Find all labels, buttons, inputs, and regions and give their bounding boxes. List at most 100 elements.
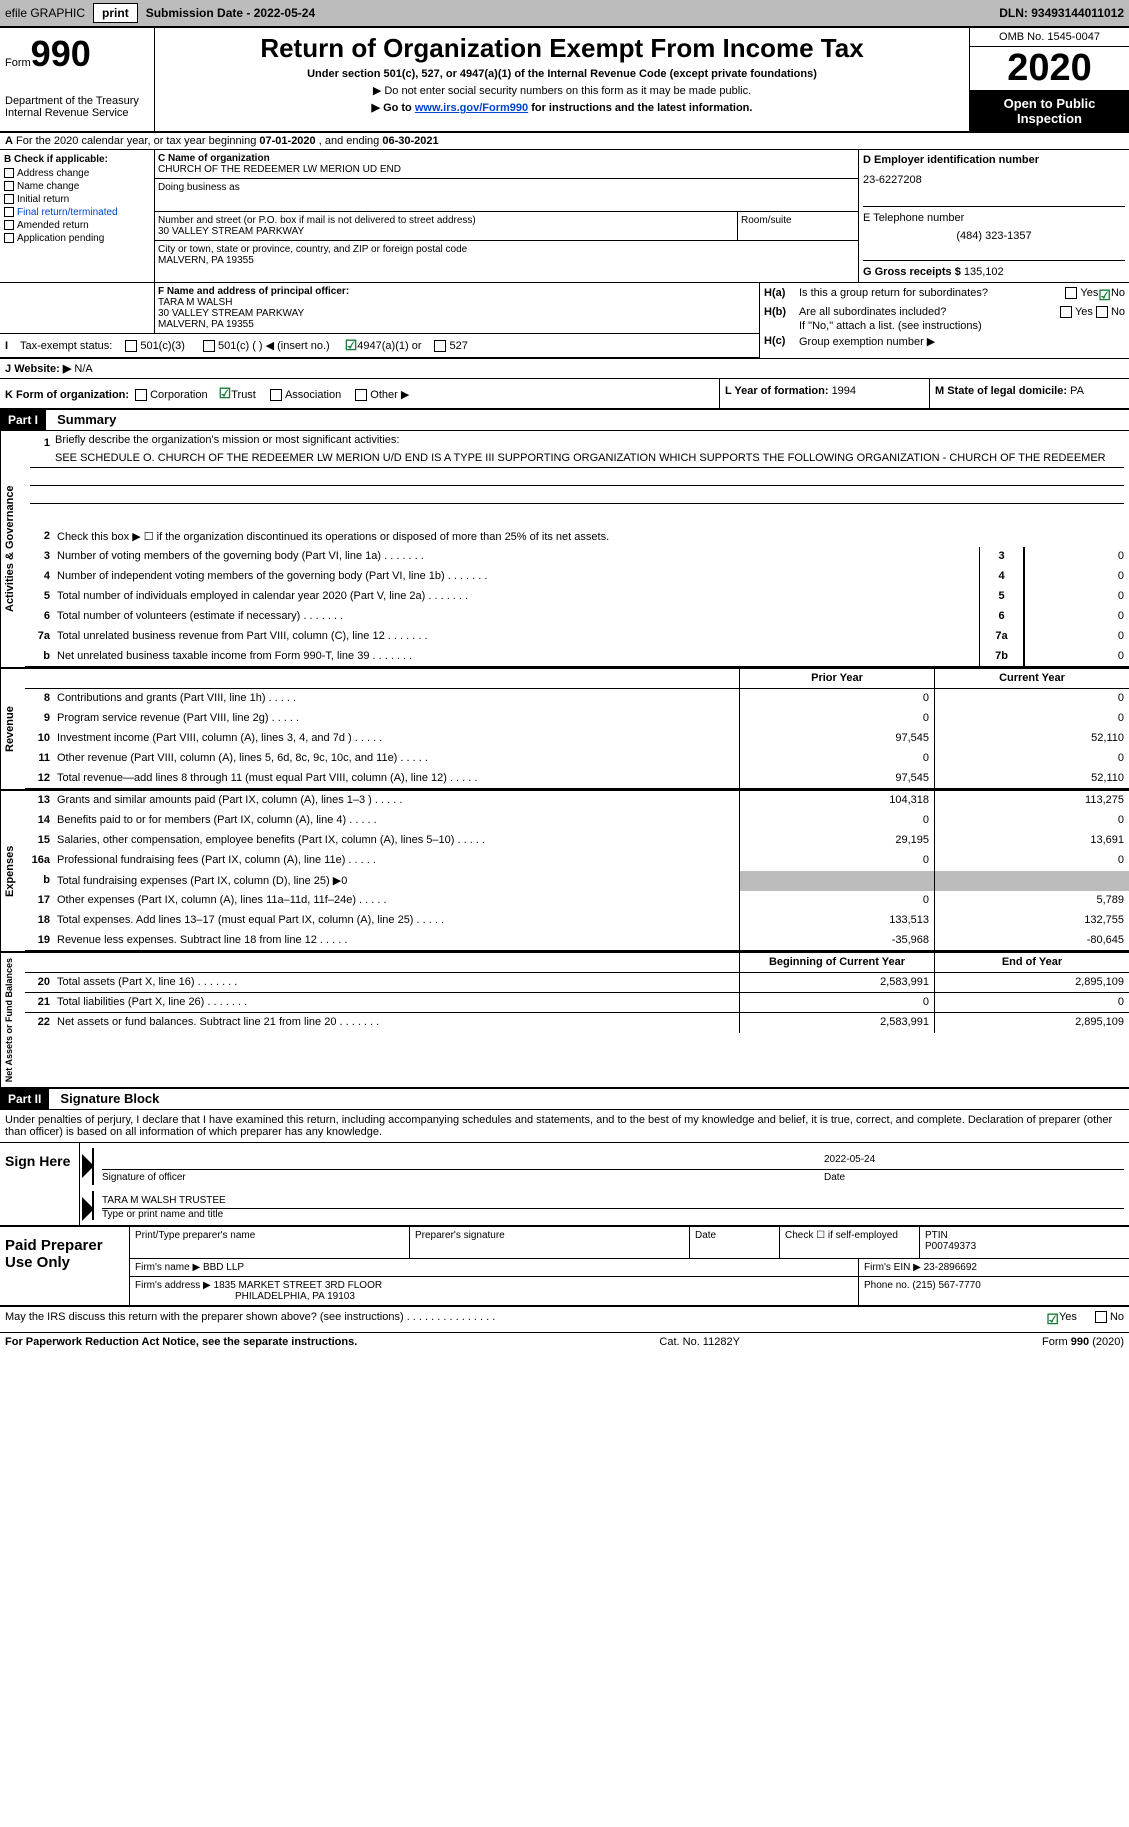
rev-header-row: Prior Year Current Year <box>25 669 1129 689</box>
check-4947: ☑ <box>345 337 358 354</box>
cb-501c[interactable] <box>203 340 215 352</box>
ptin-value: P00749373 <box>925 1241 1124 1252</box>
col-b-checkboxes: B Check if applicable: Address change Na… <box>0 150 155 282</box>
check-discuss-yes: ☑ <box>1046 1311 1059 1328</box>
street-address: 30 VALLEY STREAM PARKWAY <box>158 226 734 237</box>
governance-section: Activities & Governance 1Briefly describ… <box>0 431 1129 669</box>
section-fgh: F Name and address of principal officer:… <box>0 283 1129 359</box>
cb-ha-yes[interactable] <box>1065 287 1077 299</box>
col-l-year: L Year of formation: 1994 <box>719 379 929 408</box>
cb-corporation[interactable] <box>135 389 147 401</box>
row-j-website: J Website: ▶ N/A <box>0 359 1129 379</box>
cb-hb-no[interactable] <box>1096 306 1108 318</box>
subtitle-3: ▶ Go to www.irs.gov/Form990 for instruct… <box>160 101 964 114</box>
tel-value: (484) 323-1357 <box>863 230 1125 242</box>
tax-year: 2020 <box>970 47 1129 91</box>
vtab-governance: Activities & Governance <box>0 431 25 667</box>
header-center: Return of Organization Exempt From Incom… <box>155 28 969 131</box>
row-klm: K Form of organization: Corporation ☑Tru… <box>0 379 1129 410</box>
cb-initial-return[interactable]: Initial return <box>4 194 150 205</box>
line-9: 9 Program service revenue (Part VIII, li… <box>25 709 1129 729</box>
org-name: CHURCH OF THE REDEEMER LW MERION UD END <box>158 164 855 175</box>
city-block: City or town, state or province, country… <box>155 241 858 269</box>
expenses-section: Expenses 13 Grants and similar amounts p… <box>0 791 1129 953</box>
prep-name-label: Print/Type preparer's name <box>135 1230 404 1241</box>
cb-association[interactable] <box>270 389 282 401</box>
ein-label: D Employer identification number <box>863 154 1125 166</box>
cb-final-return[interactable]: Final return/terminated <box>4 207 150 218</box>
city-value: MALVERN, PA 19355 <box>158 255 855 266</box>
line-22: 22 Net assets or fund balances. Subtract… <box>25 1013 1129 1033</box>
col-k-form-org: K Form of organization: Corporation ☑Tru… <box>0 379 719 408</box>
cb-discuss-no[interactable] <box>1095 1311 1107 1323</box>
begin-year-header: Beginning of Current Year <box>739 953 934 972</box>
omb-number: OMB No. 1545-0047 <box>970 28 1129 47</box>
dba-label: Doing business as <box>155 179 858 212</box>
address-block: Number and street (or P.O. box if mail i… <box>155 212 738 241</box>
line-18: 18 Total expenses. Add lines 13–17 (must… <box>25 911 1129 931</box>
hb-label: H(b) <box>764 306 799 318</box>
line-16a: 16a Professional fundraising fees (Part … <box>25 851 1129 871</box>
line-2: 2 Check this box ▶ ☐ if the organization… <box>25 527 1129 547</box>
hc-label: H(c) <box>764 335 799 348</box>
irs-discuss-row: May the IRS discuss this return with the… <box>0 1307 1129 1333</box>
officer-addr: 30 VALLEY STREAM PARKWAY <box>158 308 756 319</box>
col-d-ein: D Employer identification number 23-6227… <box>859 150 1129 282</box>
cb-address-change[interactable]: Address change <box>4 168 150 179</box>
preparer-section: Paid Preparer Use Only Print/Type prepar… <box>0 1227 1129 1307</box>
mission-block: 1Briefly describe the organization's mis… <box>25 431 1129 527</box>
self-employed-check[interactable]: Check ☐ if self-employed <box>785 1230 914 1241</box>
addr-label: Number and street (or P.O. box if mail i… <box>158 215 734 226</box>
cb-name-change[interactable]: Name change <box>4 181 150 192</box>
irs-link[interactable]: www.irs.gov/Form990 <box>415 102 528 114</box>
cb-amended-return[interactable]: Amended return <box>4 220 150 231</box>
footer-mid: Cat. No. 11282Y <box>357 1336 1042 1348</box>
vtab-revenue: Revenue <box>0 669 25 789</box>
ein-value: 23-6227208 <box>863 174 1125 186</box>
line-5: 5 Total number of individuals employed i… <box>25 587 1129 607</box>
cb-hb-yes[interactable] <box>1060 306 1072 318</box>
form-title: Return of Organization Exempt From Incom… <box>160 33 964 64</box>
efile-label: efile GRAPHIC <box>5 6 85 20</box>
header-left: Form990 Department of the Treasury Inter… <box>0 28 155 131</box>
tel-label: E Telephone number <box>863 212 1125 224</box>
gross-receipts: G Gross receipts $ 135,102 <box>863 260 1125 278</box>
officer-name-title: TARA M WALSH TRUSTEE <box>102 1191 1124 1209</box>
dept-treasury: Department of the Treasury <box>5 95 149 107</box>
officer-city: MALVERN, PA 19355 <box>158 319 756 330</box>
line-6: 6 Total number of volunteers (estimate i… <box>25 607 1129 627</box>
sign-section: Sign Here 2022-05-24 Signature of office… <box>0 1143 1129 1227</box>
print-button[interactable]: print <box>93 3 138 23</box>
vtab-net-assets: Net Assets or Fund Balances <box>0 953 25 1087</box>
line-12: 12 Total revenue—add lines 8 through 11 … <box>25 769 1129 789</box>
officer-name: TARA M WALSH <box>158 297 756 308</box>
cb-501c3[interactable] <box>125 340 137 352</box>
row-a-tax-year: A For the 2020 calendar year, or tax yea… <box>0 133 1129 150</box>
line-21: 21 Total liabilities (Part X, line 26) .… <box>25 993 1129 1013</box>
name-title-label: Type or print name and title <box>102 1209 1124 1220</box>
cb-other[interactable] <box>355 389 367 401</box>
city-label: City or town, state or province, country… <box>158 244 855 255</box>
footer-right: Form 990 (2020) <box>1042 1336 1124 1348</box>
net-header-row: Beginning of Current Year End of Year <box>25 953 1129 973</box>
section-bcd: B Check if applicable: Address change Na… <box>0 150 1129 283</box>
sign-date: 2022-05-24 <box>824 1148 1124 1170</box>
part1-title: Summary <box>49 412 116 427</box>
col-h-group: H(a) Is this a group return for subordin… <box>759 283 1129 358</box>
hc-text: Group exemption number ▶ <box>799 335 935 348</box>
hb-note: If "No," attach a list. (see instruction… <box>764 320 1125 332</box>
cb-application-pending[interactable]: Application pending <box>4 233 150 244</box>
subtitle-2: ▶ Do not enter social security numbers o… <box>160 84 964 97</box>
line-11: 11 Other revenue (Part VIII, column (A),… <box>25 749 1129 769</box>
form-word: Form <box>5 57 31 69</box>
net-assets-section: Net Assets or Fund Balances Beginning of… <box>0 953 1129 1089</box>
vtab-expenses: Expenses <box>0 791 25 951</box>
sign-here-label: Sign Here <box>0 1143 80 1225</box>
prep-sig-label: Preparer's signature <box>415 1230 684 1241</box>
part2-header-row: Part II Signature Block <box>0 1089 1129 1110</box>
ha-text: Is this a group return for subordinates? <box>799 287 1062 304</box>
line-8: 8 Contributions and grants (Part VIII, l… <box>25 689 1129 709</box>
cb-527[interactable] <box>434 340 446 352</box>
row-i-tax-status: I Tax-exempt status: 501(c)(3) 501(c) ( … <box>0 334 759 358</box>
prior-year-header: Prior Year <box>739 669 934 688</box>
